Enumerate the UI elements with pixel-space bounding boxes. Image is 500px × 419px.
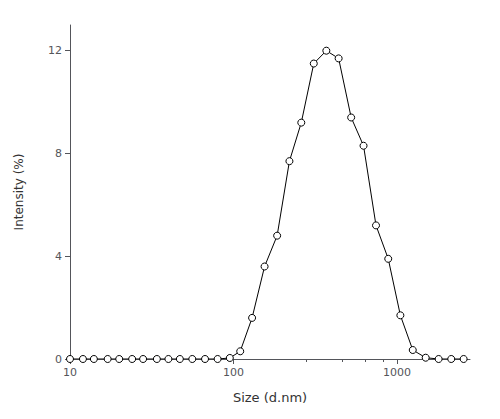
svg-text:1000: 1000 xyxy=(383,366,411,379)
svg-text:Size (d.nm): Size (d.nm) xyxy=(233,390,307,405)
svg-text:0: 0 xyxy=(55,353,62,366)
svg-text:8: 8 xyxy=(55,147,62,160)
svg-text:4: 4 xyxy=(55,250,62,263)
svg-text:100: 100 xyxy=(223,366,244,379)
svg-text:12: 12 xyxy=(48,44,62,57)
svg-text:10: 10 xyxy=(63,366,77,379)
svg-text:Intensity (%): Intensity (%) xyxy=(12,154,26,231)
